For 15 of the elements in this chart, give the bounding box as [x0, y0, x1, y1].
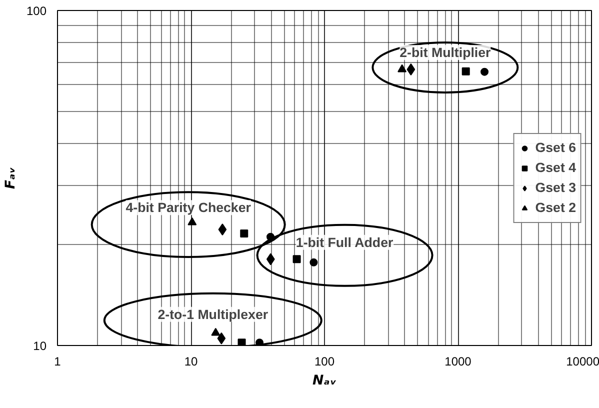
x-axis-title: Nₐᵥ: [312, 374, 337, 388]
legend-label: Gset 3: [535, 180, 576, 195]
x-tick-label: 1000: [444, 354, 472, 368]
legend-label: Gset 2: [535, 200, 576, 215]
x-tick-label: 1: [54, 354, 62, 368]
annotation: 2-to-1 Multiplexer: [158, 306, 268, 322]
annotation: 1-bit Full Adder: [296, 234, 394, 250]
x-tick-label: 100: [314, 354, 335, 368]
legend-label: Gset 6: [535, 140, 576, 155]
annotation: 2-bit Multiplier: [400, 44, 491, 60]
annotation: 4-bit Parity Checker: [126, 200, 251, 216]
legend-label: Gset 4: [535, 160, 576, 175]
y-axis-title: Fₐᵥ: [3, 166, 18, 189]
x-tick-label: 10000: [566, 354, 599, 368]
x-tick-label: 10: [184, 354, 198, 368]
